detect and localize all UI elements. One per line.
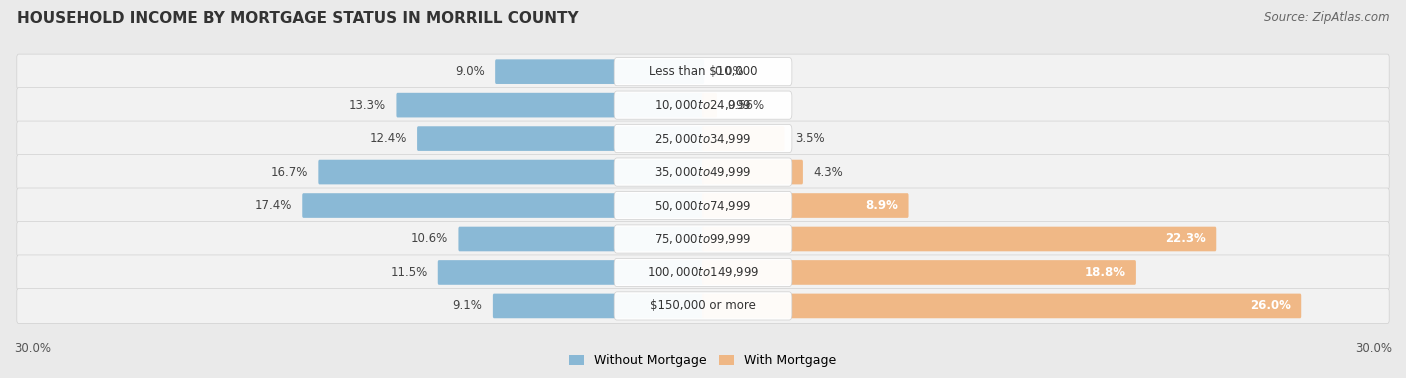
FancyBboxPatch shape [437, 260, 704, 285]
Text: $50,000 to $74,999: $50,000 to $74,999 [654, 198, 752, 212]
Text: Less than $10,000: Less than $10,000 [648, 65, 758, 78]
FancyBboxPatch shape [614, 158, 792, 186]
Text: $75,000 to $99,999: $75,000 to $99,999 [654, 232, 752, 246]
Text: 4.3%: 4.3% [813, 166, 844, 178]
FancyBboxPatch shape [17, 288, 1389, 324]
Text: 16.7%: 16.7% [270, 166, 308, 178]
FancyBboxPatch shape [17, 54, 1389, 89]
Text: 0.56%: 0.56% [727, 99, 765, 112]
FancyBboxPatch shape [17, 121, 1389, 156]
FancyBboxPatch shape [614, 259, 792, 287]
Text: 3.5%: 3.5% [794, 132, 824, 145]
Text: 9.0%: 9.0% [456, 65, 485, 78]
Text: 22.3%: 22.3% [1166, 232, 1206, 245]
FancyBboxPatch shape [302, 193, 704, 218]
Text: $100,000 to $149,999: $100,000 to $149,999 [647, 265, 759, 279]
Text: 8.9%: 8.9% [865, 199, 898, 212]
Text: 30.0%: 30.0% [14, 342, 51, 355]
FancyBboxPatch shape [614, 57, 792, 86]
FancyBboxPatch shape [494, 294, 704, 318]
Text: 30.0%: 30.0% [1355, 342, 1392, 355]
Legend: Without Mortgage, With Mortgage: Without Mortgage, With Mortgage [564, 349, 842, 372]
Text: 0.0%: 0.0% [714, 65, 744, 78]
Text: 12.4%: 12.4% [370, 132, 406, 145]
FancyBboxPatch shape [17, 88, 1389, 122]
FancyBboxPatch shape [702, 260, 1136, 285]
Text: $25,000 to $34,999: $25,000 to $34,999 [654, 132, 752, 146]
FancyBboxPatch shape [17, 188, 1389, 223]
FancyBboxPatch shape [614, 225, 792, 253]
Text: 26.0%: 26.0% [1250, 299, 1291, 313]
FancyBboxPatch shape [418, 126, 704, 151]
FancyBboxPatch shape [614, 191, 792, 220]
FancyBboxPatch shape [17, 255, 1389, 290]
FancyBboxPatch shape [702, 193, 908, 218]
Text: 18.8%: 18.8% [1084, 266, 1126, 279]
Text: $150,000 or more: $150,000 or more [650, 299, 756, 313]
FancyBboxPatch shape [614, 91, 792, 119]
FancyBboxPatch shape [17, 155, 1389, 190]
FancyBboxPatch shape [614, 124, 792, 153]
FancyBboxPatch shape [702, 93, 717, 118]
Text: 10.6%: 10.6% [411, 232, 449, 245]
FancyBboxPatch shape [495, 59, 704, 84]
FancyBboxPatch shape [702, 227, 1216, 251]
FancyBboxPatch shape [702, 160, 803, 184]
FancyBboxPatch shape [458, 227, 704, 251]
Text: 11.5%: 11.5% [391, 266, 427, 279]
Text: HOUSEHOLD INCOME BY MORTGAGE STATUS IN MORRILL COUNTY: HOUSEHOLD INCOME BY MORTGAGE STATUS IN M… [17, 11, 578, 26]
FancyBboxPatch shape [702, 294, 1301, 318]
FancyBboxPatch shape [702, 126, 785, 151]
Text: 17.4%: 17.4% [254, 199, 292, 212]
FancyBboxPatch shape [17, 222, 1389, 257]
FancyBboxPatch shape [614, 292, 792, 320]
Text: Source: ZipAtlas.com: Source: ZipAtlas.com [1264, 11, 1389, 24]
Text: $35,000 to $49,999: $35,000 to $49,999 [654, 165, 752, 179]
FancyBboxPatch shape [318, 160, 704, 184]
Text: $10,000 to $24,999: $10,000 to $24,999 [654, 98, 752, 112]
FancyBboxPatch shape [396, 93, 704, 118]
Text: 13.3%: 13.3% [349, 99, 387, 112]
Text: 9.1%: 9.1% [453, 299, 482, 313]
